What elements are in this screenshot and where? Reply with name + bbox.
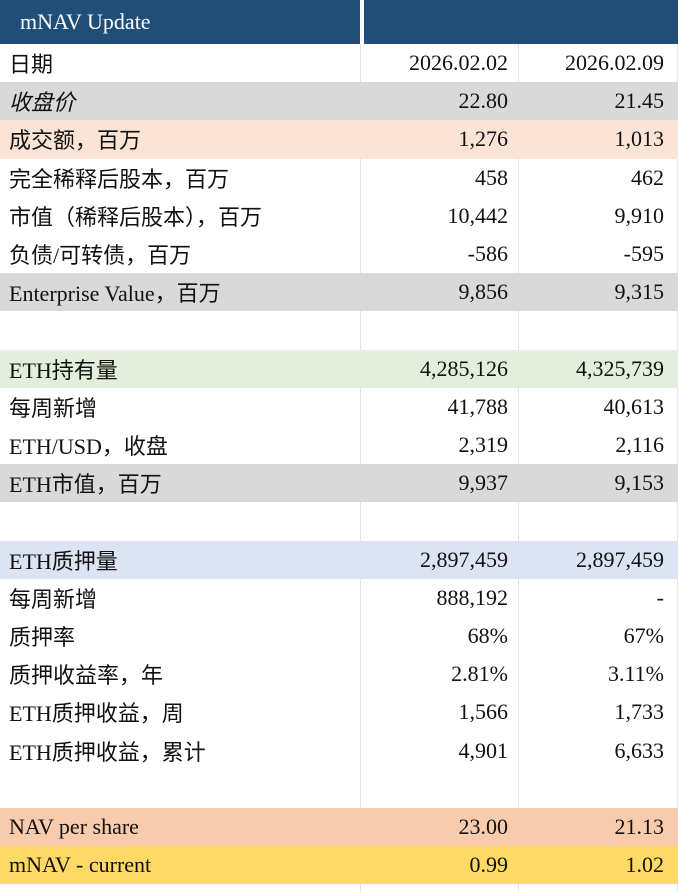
value-cell-week2 (518, 311, 678, 349)
row-label: ETH持有量 (9, 357, 118, 383)
value-cell-week1: 68% (467, 623, 508, 649)
value-cell-week2: 1.02 (625, 852, 665, 878)
value-cell-week2 (518, 502, 678, 540)
header-row: mNAV Update (0, 0, 678, 44)
row-label: 每周新增 (9, 586, 98, 612)
table-row: ETH持有量 4,285,126 4,325,739 (0, 349, 678, 388)
value-cell-week2: 9,315 (614, 279, 665, 305)
value-cell-week1: 10,442 (447, 202, 509, 228)
table-row: ETH质押收益，周 1,566 1,733 (0, 693, 678, 731)
value-cell-week1 (360, 770, 518, 808)
value-cell-week2: 40,613 (603, 393, 665, 419)
value-cell-week2: 1,013 (614, 126, 665, 152)
value-cell-week1 (360, 502, 518, 540)
column-divider (518, 0, 519, 892)
value-cell-week2: 9,153 (614, 470, 665, 496)
row-label (0, 502, 360, 540)
value-cell-week1: 458 (475, 164, 508, 190)
row-label: 收盘价 (9, 90, 76, 116)
value-cell-week1: 888,192 (436, 584, 509, 610)
table-row: ETH质押收益，累计 4,901 6,633 (0, 732, 678, 770)
value-cell-week1: 23.00 (458, 814, 509, 840)
table-row: 日期 2026.02.02 2026.02.09 (0, 44, 678, 82)
table-row: 收盘价 22.80 21.45 (0, 82, 678, 121)
value-cell-week1: 2,319 (458, 432, 509, 458)
table-row: 负债/可转债，百万 -586 -595 (0, 235, 678, 273)
value-cell-week2: 2,116 (615, 432, 664, 458)
row-label: ETH市值，百万 (9, 472, 162, 498)
table-row: 每周新增 41,788 40,613 (0, 388, 678, 426)
table-row: ETH市值，百万 9,937 9,153 (0, 464, 678, 503)
row-label: 完全稀释后股本，百万 (9, 166, 230, 192)
row-label: mNAV - current (9, 852, 152, 878)
value-cell-week2: 21.13 (614, 814, 665, 840)
header-blank-cell (360, 0, 678, 44)
value-cell-week1: 1,276 (458, 126, 509, 152)
table-row (0, 502, 678, 540)
table-row: mNAV - current 0.99 1.02 (0, 846, 678, 885)
table-row (0, 311, 678, 349)
value-cell-week2: 6,633 (614, 737, 665, 763)
row-label: 成交额，百万 (9, 128, 142, 154)
row-label: 每周新增 (9, 395, 98, 421)
row-label: Enterprise Value，百万 (9, 281, 221, 307)
value-cell-week1: 41,788 (447, 393, 509, 419)
row-label: NAV per share (9, 814, 139, 840)
value-cell-week2: 1,733 (614, 699, 665, 725)
value-cell-week2: - (656, 584, 664, 610)
row-label: ETH质押量 (9, 548, 118, 574)
row-label (0, 770, 360, 808)
value-cell-week1: 9,856 (458, 279, 509, 305)
value-cell-week1: 2,897,459 (420, 546, 508, 572)
table-row: ETH/USD，收盘 2,319 2,116 (0, 426, 678, 464)
value-cell-week1: 9,937 (458, 470, 509, 496)
value-cell-week1: 4,285,126 (420, 355, 508, 381)
row-label: ETH质押收益，周 (9, 701, 184, 727)
value-cell-week1: 2026.02.02 (409, 50, 508, 76)
value-cell-week1: 1,566 (458, 699, 509, 725)
row-label: 负债/可转债，百万 (9, 243, 192, 269)
sheet-title: mNAV Update (20, 9, 151, 34)
table-row: 成交额，百万 1,276 1,013 (0, 120, 678, 159)
table-row (0, 770, 678, 808)
row-label: 质押率 (9, 625, 76, 651)
value-cell-week1: 0.99 (469, 852, 509, 878)
value-cell-week2: 2026.02.09 (565, 50, 664, 76)
table-row: 质押收益率，年 2.81% 3.11% (0, 655, 678, 693)
value-cell-week2: 9,910 (614, 202, 665, 228)
value-cell-week2: 21.45 (614, 88, 665, 114)
value-cell-week2: 2,897,459 (576, 546, 664, 572)
row-label (0, 311, 360, 349)
value-cell-week2: -595 (623, 241, 664, 267)
value-cell-week2: 67% (623, 623, 664, 649)
value-cell-week1 (360, 311, 518, 349)
table-row: 质押率 68% 67% (0, 617, 678, 655)
value-cell-week1: 2.81% (451, 661, 508, 687)
row-label: 质押收益率，年 (9, 663, 164, 689)
table-row: 市值（稀释后股本），百万 10,442 9,910 (0, 197, 678, 235)
value-cell-week1: 4,901 (458, 737, 509, 763)
value-cell-week2: 4,325,739 (576, 355, 664, 381)
table-row: 每周新增 888,192 - (0, 579, 678, 617)
row-label: 市值（稀释后股本），百万 (9, 204, 263, 230)
row-label: ETH/USD，收盘 (9, 434, 168, 460)
table-row: NAV per share 23.00 21.13 (0, 808, 678, 847)
row-label: ETH质押收益，累计 (9, 739, 206, 765)
value-cell-week1: 22.80 (458, 88, 509, 114)
value-cell-week1: -586 (467, 241, 508, 267)
value-cell-week2: 462 (631, 164, 664, 190)
table-row: 完全稀释后股本，百万 458 462 (0, 159, 678, 197)
column-divider (360, 0, 361, 892)
value-cell-week2: 3.11% (607, 661, 664, 687)
value-cell-week2 (518, 770, 678, 808)
table-row: Enterprise Value，百万 9,856 9,315 (0, 273, 678, 312)
row-label: 日期 (9, 52, 54, 78)
header-divider (360, 0, 364, 44)
table-row: ETH质押量 2,897,459 2,897,459 (0, 540, 678, 579)
